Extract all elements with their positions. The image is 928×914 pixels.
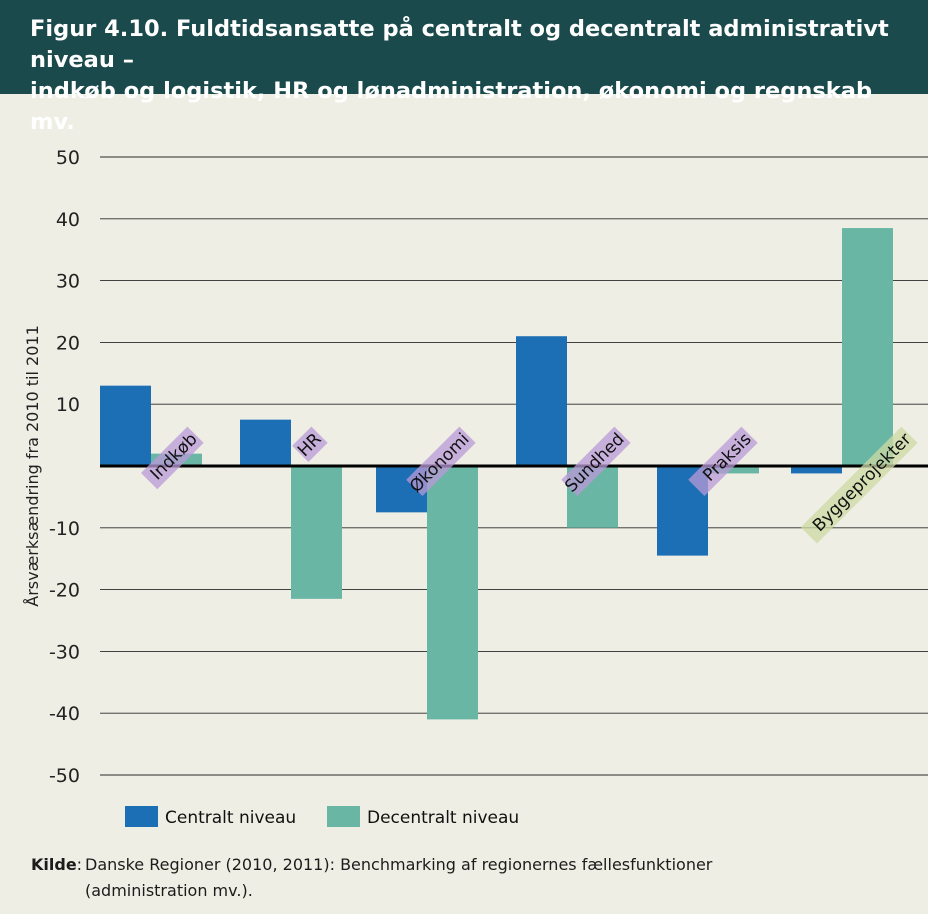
category-label-group-4: Praksis [688,426,758,497]
legend-label-0: Centralt niveau [165,808,296,828]
category-label-highlight-2 [406,426,476,497]
category-label-1: HR [294,429,326,461]
category-label-highlight-5 [800,426,918,544]
category-label-4: Praksis [699,429,755,485]
figure-header: Figur 4.10. Fuldtidsansatte på centralt … [0,0,928,135]
source-text-line2: (administration mv.). [85,881,253,900]
y-tick-label-3: 20 [56,332,80,354]
figure-title-line2: indkøb og logistik, HR og lønadministrat… [30,78,873,135]
category-label-highlight-0 [141,426,204,490]
source-label: Kilde: [31,852,85,904]
category-label-group-1: HR [292,426,328,463]
y-tick-label-5: -10 [49,518,80,540]
y-tick-label-7: -30 [49,641,80,663]
y-tick-label-4: 10 [56,394,80,416]
y-tick-label-2: 30 [56,271,80,293]
legend-label-1: Decentralt niveau [367,808,519,828]
source-text: Danske Regioner (2010, 2011): Benchmarki… [85,852,912,904]
bar-decentral-2 [427,466,478,720]
y-tick-label-1: 40 [56,209,80,231]
bar-decentral-5 [842,228,893,466]
chart-area: 50 40 30 20 10 -10 -20 -30 -40 -50 Årsværksændring… [0,94,928,840]
y-axis-label: Årsværksændring fra 2010 til 2011 [23,325,42,607]
category-label-highlight-4 [688,426,758,497]
bar-central-1 [240,419,291,466]
legend-swatch-0 [125,806,158,827]
source-text-line1: Danske Regioner (2010, 2011): Benchmarki… [85,855,713,874]
bar-decentral-1 [291,466,342,599]
category-label-highlight-1 [292,426,328,463]
y-tick-label-8: -40 [49,703,80,725]
bar-central-3 [516,336,567,466]
figure-title-line1: Figur 4.10. Fuldtidsansatte på centralt … [30,16,889,73]
bar-decentral-4 [708,466,759,474]
figure-title: Figur 4.10. Fuldtidsansatte på centralt … [30,14,912,138]
bar-chart: 50 40 30 20 10 -10 -20 -30 -40 -50 Årsværksændring… [23,147,928,828]
y-tick-label-6: -20 [49,580,80,602]
legend-swatch-1 [327,806,360,827]
bar-central-0 [100,385,151,466]
y-tick-label-0: 50 [56,147,80,169]
bar-central-5 [791,466,842,474]
source-separator: : [76,855,83,874]
source-label-text: Kilde [31,855,77,874]
y-tick-label-9: -50 [49,765,80,787]
source-note: Kilde: Danske Regioner (2010, 2011): Ben… [0,840,928,914]
category-label-highlight-3 [561,426,631,497]
